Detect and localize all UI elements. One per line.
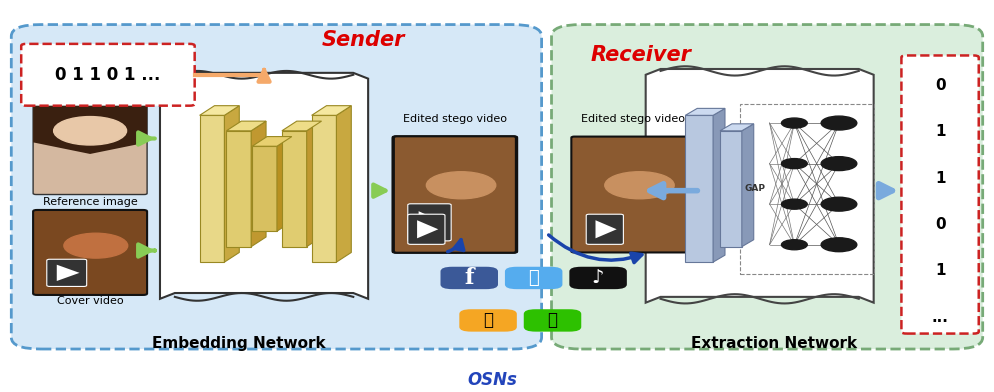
FancyBboxPatch shape bbox=[21, 44, 195, 106]
Text: f: f bbox=[464, 267, 474, 289]
Polygon shape bbox=[225, 106, 240, 262]
Text: 🔥: 🔥 bbox=[483, 311, 493, 329]
Text: OSNs: OSNs bbox=[467, 371, 517, 389]
Circle shape bbox=[781, 199, 807, 209]
Circle shape bbox=[54, 116, 126, 145]
Polygon shape bbox=[713, 108, 725, 262]
Text: 0: 0 bbox=[934, 78, 945, 93]
Polygon shape bbox=[720, 124, 753, 131]
Text: 1: 1 bbox=[934, 171, 945, 186]
Polygon shape bbox=[595, 220, 616, 238]
Circle shape bbox=[821, 238, 857, 252]
FancyBboxPatch shape bbox=[393, 136, 517, 252]
FancyBboxPatch shape bbox=[552, 25, 983, 349]
Polygon shape bbox=[57, 265, 80, 281]
Circle shape bbox=[64, 233, 127, 258]
FancyBboxPatch shape bbox=[572, 136, 695, 252]
Text: 1: 1 bbox=[934, 124, 945, 140]
Polygon shape bbox=[251, 121, 266, 247]
Polygon shape bbox=[282, 121, 321, 131]
FancyBboxPatch shape bbox=[408, 204, 451, 241]
Text: Reference image: Reference image bbox=[43, 197, 138, 207]
Circle shape bbox=[821, 157, 857, 171]
FancyBboxPatch shape bbox=[440, 267, 498, 289]
Text: Cover video: Cover video bbox=[58, 296, 124, 306]
Polygon shape bbox=[277, 136, 292, 231]
Text: ♪: ♪ bbox=[591, 269, 604, 287]
FancyArrowPatch shape bbox=[138, 132, 155, 145]
FancyBboxPatch shape bbox=[720, 131, 742, 247]
Text: Extraction Network: Extraction Network bbox=[692, 336, 858, 351]
FancyBboxPatch shape bbox=[33, 79, 147, 194]
FancyBboxPatch shape bbox=[227, 131, 251, 247]
Polygon shape bbox=[252, 136, 292, 146]
FancyArrowPatch shape bbox=[549, 235, 642, 263]
FancyBboxPatch shape bbox=[408, 214, 445, 244]
Circle shape bbox=[821, 116, 857, 130]
Circle shape bbox=[781, 159, 807, 169]
FancyBboxPatch shape bbox=[902, 55, 979, 334]
FancyArrowPatch shape bbox=[650, 184, 698, 198]
Polygon shape bbox=[417, 220, 438, 238]
FancyBboxPatch shape bbox=[47, 259, 86, 287]
FancyArrowPatch shape bbox=[374, 185, 386, 197]
Polygon shape bbox=[160, 73, 368, 299]
Text: Edited stego video: Edited stego video bbox=[581, 114, 685, 124]
FancyBboxPatch shape bbox=[505, 267, 563, 289]
FancyBboxPatch shape bbox=[459, 309, 517, 332]
Text: 0: 0 bbox=[934, 217, 945, 232]
FancyBboxPatch shape bbox=[685, 115, 713, 262]
Text: Embedding Network: Embedding Network bbox=[152, 336, 326, 351]
Text: 🐦: 🐦 bbox=[528, 269, 539, 287]
Text: Edited stego video: Edited stego video bbox=[403, 114, 507, 124]
FancyBboxPatch shape bbox=[312, 115, 336, 262]
FancyArrowPatch shape bbox=[447, 240, 464, 252]
FancyBboxPatch shape bbox=[524, 309, 581, 332]
Text: ...: ... bbox=[931, 310, 948, 325]
Circle shape bbox=[781, 118, 807, 128]
Polygon shape bbox=[646, 69, 874, 303]
Polygon shape bbox=[33, 79, 147, 154]
Text: Receiver: Receiver bbox=[590, 45, 691, 65]
FancyBboxPatch shape bbox=[570, 267, 627, 289]
Text: Sender: Sender bbox=[321, 30, 405, 50]
Circle shape bbox=[781, 240, 807, 250]
Text: GAP: GAP bbox=[745, 184, 765, 193]
FancyArrowPatch shape bbox=[138, 245, 155, 257]
FancyBboxPatch shape bbox=[252, 146, 277, 231]
FancyBboxPatch shape bbox=[11, 25, 542, 349]
FancyBboxPatch shape bbox=[586, 214, 623, 244]
FancyBboxPatch shape bbox=[200, 115, 225, 262]
Polygon shape bbox=[200, 106, 240, 115]
Text: 1: 1 bbox=[934, 263, 945, 278]
Polygon shape bbox=[418, 211, 443, 234]
Text: 💬: 💬 bbox=[548, 311, 558, 329]
Polygon shape bbox=[312, 106, 351, 115]
Circle shape bbox=[426, 172, 496, 199]
FancyBboxPatch shape bbox=[33, 210, 147, 295]
Text: 0 1 1 0 1 ...: 0 1 1 0 1 ... bbox=[56, 66, 161, 84]
Polygon shape bbox=[336, 106, 351, 262]
FancyBboxPatch shape bbox=[395, 137, 515, 252]
Circle shape bbox=[604, 172, 674, 199]
Polygon shape bbox=[742, 124, 753, 247]
Polygon shape bbox=[685, 108, 725, 115]
Polygon shape bbox=[227, 121, 266, 131]
Circle shape bbox=[821, 197, 857, 211]
FancyArrowPatch shape bbox=[879, 184, 893, 198]
Polygon shape bbox=[307, 121, 321, 247]
FancyBboxPatch shape bbox=[282, 131, 307, 247]
